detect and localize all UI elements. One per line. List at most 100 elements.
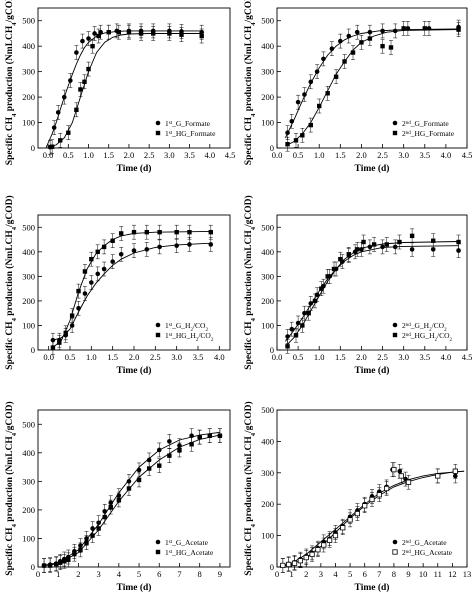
legend-entry-1: 2nd_HG_Formate <box>392 129 455 138</box>
plot-frame <box>276 409 468 568</box>
y-tick-label: 500 <box>261 222 274 232</box>
y-tick-label: 300 <box>22 67 35 77</box>
data-point <box>346 252 351 257</box>
data-point <box>319 286 324 291</box>
legend-label-part: _HG_Formate <box>410 129 455 138</box>
y-tick-label: 0 <box>31 143 35 153</box>
x-tick-label: 1.5 <box>107 352 118 362</box>
data-point <box>354 29 360 35</box>
data-point <box>187 229 192 235</box>
series-1 <box>279 462 465 573</box>
plot-frame <box>37 409 231 568</box>
legend-entry-1: 2nd_HG_H2/CO2 <box>392 331 453 343</box>
data-point <box>89 256 94 262</box>
data-point <box>315 547 321 553</box>
legend-label-superscript: nd <box>406 550 412 555</box>
y-tick-label: 200 <box>261 296 274 306</box>
data-point <box>66 557 71 563</box>
legend-marker <box>155 549 161 555</box>
data-point <box>297 558 303 564</box>
y-tick-label: 0 <box>270 345 274 355</box>
data-point <box>314 292 320 298</box>
data-point <box>422 26 427 31</box>
legend-label: 2nd_HG_Formate <box>402 129 455 138</box>
x-tick-label: 3.0 <box>398 150 409 160</box>
data-point <box>72 551 77 557</box>
data-point <box>309 551 315 558</box>
data-point <box>89 280 94 285</box>
data-point <box>174 229 179 235</box>
data-point <box>300 133 305 138</box>
data-point <box>371 242 377 247</box>
data-point <box>208 242 214 247</box>
legend-label-part: 2 <box>402 129 406 138</box>
x-tick-label: 3 <box>319 569 323 579</box>
data-point <box>380 244 385 250</box>
data-point <box>189 442 194 447</box>
data-point <box>347 517 353 523</box>
data-point <box>102 514 107 520</box>
chart-panel-p1: 0 100 200 300 400 500 0.0 0.5 1.0 1.5 2.0 2.5 3.0 3.5… <box>4 0 235 174</box>
y-tick-label: 200 <box>22 296 35 306</box>
legend-label-subscript: 2 <box>205 328 208 333</box>
data-point <box>86 66 91 72</box>
x-tick-label: 3 <box>97 569 101 579</box>
data-point <box>55 110 61 115</box>
legend-label-superscript: st <box>169 121 173 126</box>
data-point <box>362 503 368 509</box>
x-tick-label: 2.0 <box>356 352 367 362</box>
data-point <box>286 561 292 568</box>
legend-marker <box>155 539 161 545</box>
y-axis-label-text: /gCOD) <box>243 0 254 23</box>
x-tick-label: 3.0 <box>171 352 182 362</box>
legend-label-part: _G_H <box>410 321 430 330</box>
data-point <box>207 433 212 438</box>
data-point <box>300 323 305 328</box>
data-point <box>346 33 352 39</box>
y-tick-label: 100 <box>22 533 35 543</box>
data-point <box>333 74 339 79</box>
data-point <box>106 29 111 35</box>
data-point <box>285 334 290 339</box>
legend-label-subscript: 2 <box>444 328 447 333</box>
x-tick-label: 1 <box>56 569 60 579</box>
legend-label: 2nd_G_Formate <box>402 119 449 128</box>
y-tick-label: 100 <box>22 118 35 128</box>
x-axis-label: Time (d) <box>355 163 390 174</box>
y-tick-label: 400 <box>261 41 274 51</box>
data-point <box>317 103 322 109</box>
chart-panel-p3: 0 100 200 300 400 500 0.0 0.5 1.0 1.5 2.0 2.5 3.0 3.5… <box>4 195 231 376</box>
legend-label: 1st_HG_Acetate <box>165 548 214 557</box>
x-tick-label: 4.0 <box>441 150 452 160</box>
data-point <box>354 511 360 517</box>
y-tick-label: 400 <box>22 41 35 51</box>
legend-label-part: 2 <box>402 548 406 557</box>
legend-label: 1st_G_H2/CO2 <box>165 321 208 333</box>
data-point <box>177 447 182 453</box>
data-point <box>50 337 56 343</box>
y-axis-label-text: Specific CH <box>5 116 15 165</box>
legend-label-superscript: nd <box>406 540 412 545</box>
data-point <box>146 466 152 471</box>
y-axis-label: Specific CH4 production (NmLCH4/gCOD) <box>243 401 257 575</box>
data-point <box>78 547 83 553</box>
legend-entry-1: 2nd_HG_Acetate <box>392 548 453 557</box>
data-point <box>456 27 461 32</box>
data-point <box>116 497 122 503</box>
data-point <box>96 526 101 531</box>
legend-entry-0: 2nd_G_H2/CO2 <box>392 321 447 333</box>
y-axis-label-text: /gCOD) <box>4 0 15 23</box>
x-tick-label: 4 <box>117 569 122 579</box>
x-tick-label: 3.5 <box>419 150 430 160</box>
data-point <box>306 310 311 316</box>
x-axis-label: Time (d) <box>117 365 152 376</box>
y-axis-label-text: Specific CH <box>244 321 254 370</box>
data-point <box>308 301 314 306</box>
data-point <box>197 434 202 440</box>
legend-label-subscript: 2 <box>435 338 438 343</box>
data-point <box>342 59 347 64</box>
data-point <box>131 229 137 235</box>
legend-label-part: _G_H <box>171 321 191 330</box>
x-tick-label: 0 <box>275 569 279 579</box>
